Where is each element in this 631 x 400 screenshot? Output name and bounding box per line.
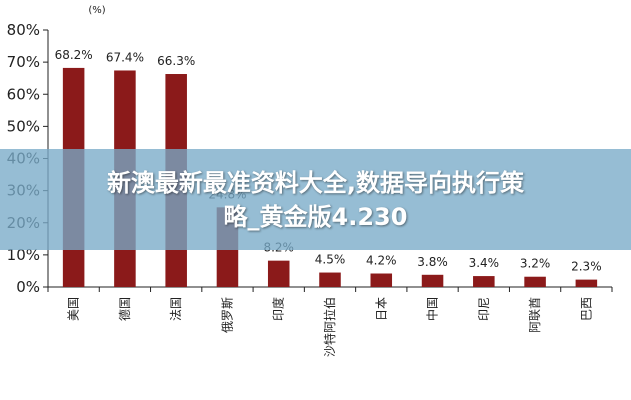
bar <box>524 276 546 287</box>
data-label: 3.2% <box>520 257 551 271</box>
category-label: 印度 <box>271 297 286 321</box>
data-label: 67.4% <box>106 50 144 64</box>
data-label: 3.4% <box>469 256 500 270</box>
category-label: 日本 <box>374 297 388 321</box>
overlay-banner: 新澳最新最准资料大全,数据导向执行策 略_黄金版4.230 <box>0 149 631 250</box>
category-label: 法国 <box>169 297 183 321</box>
data-label: 68.2% <box>55 48 93 62</box>
data-label: 4.2% <box>366 254 397 268</box>
y-tick-label: 70% <box>7 53 40 71</box>
y-tick-label: 0% <box>16 278 40 296</box>
bar <box>421 274 444 287</box>
category-label: 中国 <box>425 297 440 321</box>
category-label: 德国 <box>117 297 132 321</box>
unit-label: (%) <box>88 5 105 16</box>
bar <box>575 279 598 287</box>
overlay-title-line-2: 略_黄金版4.230 <box>223 202 408 231</box>
data-label: 66.3% <box>157 54 195 68</box>
bar <box>473 276 495 287</box>
category-label: 俄罗斯 <box>220 297 234 333</box>
category-label: 沙特阿拉伯 <box>322 297 337 357</box>
y-tick-label: 50% <box>7 117 40 135</box>
y-tick-label: 80% <box>7 21 40 39</box>
data-label: 3.8% <box>417 255 448 269</box>
y-tick-label: 60% <box>7 85 40 103</box>
bar <box>319 272 341 287</box>
data-label: 4.5% <box>315 253 346 267</box>
category-label: 印尼 <box>477 297 491 321</box>
data-label: 2.3% <box>571 260 602 274</box>
bar <box>370 273 393 287</box>
category-label: 巴西 <box>579 297 593 321</box>
category-labels: 美国 德国 法国 俄罗斯 印度 沙特阿拉伯 日本 中国 印尼 阿联酋 巴西 <box>67 297 594 357</box>
overlay-title-line-1: 新澳最新最准资料大全,数据导向执行策 <box>106 168 525 197</box>
bar <box>267 260 290 287</box>
category-label: 美国 <box>67 297 81 321</box>
x-axis-ticks <box>47 287 613 292</box>
y-tick-label: 10% <box>7 246 40 264</box>
category-label: 阿联酋 <box>527 297 542 333</box>
